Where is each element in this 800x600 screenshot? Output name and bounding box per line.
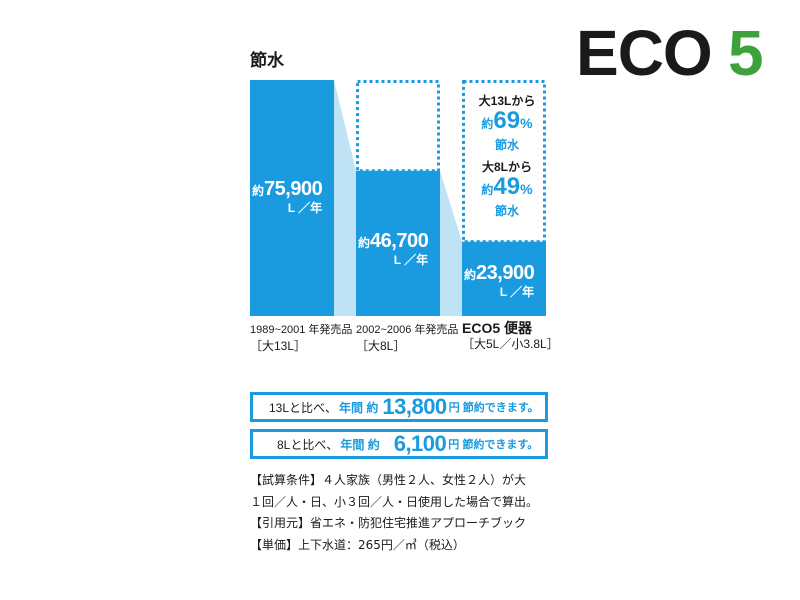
savings-amount: 6,100 xyxy=(393,431,447,456)
savings-prefix: 約 xyxy=(481,183,494,197)
savings-label: 節水 xyxy=(494,138,519,152)
savings-annotation-2: 大8Lから 約49% 節水 xyxy=(468,158,546,219)
value-prefix: 約 xyxy=(464,268,477,282)
value-unit: L ／年 xyxy=(393,253,429,267)
note-line: 【試算条件】４人家族（男性２人、女性２人）が大 xyxy=(250,473,527,487)
savings-from: 大8Lから xyxy=(481,160,532,174)
category-label-3: ECO5 便器 ［大5L／小3.8L］ xyxy=(462,320,559,352)
savings-percent: 49 xyxy=(493,173,521,200)
value-prefix: 約 xyxy=(358,236,371,250)
savings-percent-row: 約49% xyxy=(468,175,546,202)
category-period: 1989~2001 年発売品 xyxy=(250,324,353,336)
value-prefix: 約 xyxy=(252,184,265,198)
calculation-notes: 【試算条件】４人家族（男性２人、女性２人）が大 １回／人・日、小３回／人・日使用… xyxy=(250,470,560,556)
note-line: 【単価】上下水道：265円／㎥（税込） xyxy=(250,537,465,552)
savings-label: 節水 xyxy=(494,204,519,218)
savings-mid: 年間 約 xyxy=(340,437,380,452)
value-number: 46,700 xyxy=(370,230,429,252)
logo-number: 5 xyxy=(728,17,764,89)
percent-symbol: % xyxy=(520,115,533,131)
category-spec: ［大5L／小3.8L］ xyxy=(462,337,559,351)
value-number: 23,900 xyxy=(476,262,535,284)
category-period: ECO5 便器 xyxy=(462,320,533,336)
savings-prefix: 約 xyxy=(481,117,494,131)
bar-value-label-3: 約23,900 L ／年 xyxy=(464,262,535,300)
category-label-2: 2002~2006 年発売品 ［大8L］ xyxy=(356,322,458,354)
chart-title: 節水 xyxy=(250,51,284,71)
logo-text: ECO xyxy=(576,17,713,89)
yearly-savings-box-2: 8Lと比べ、 年間 約 6,100 円 節約できます。 xyxy=(250,429,548,459)
value-unit: L ／年 xyxy=(499,285,535,299)
savings-lead: 13Lと比べ、 xyxy=(269,400,338,415)
eco5-logo: ECO 5 xyxy=(576,18,776,88)
savings-tail: 円 節約できます。 xyxy=(448,439,539,451)
savings-amount: 13,800 xyxy=(382,394,447,419)
percent-symbol: % xyxy=(520,181,533,197)
previous-usage-outline xyxy=(356,80,440,173)
savings-tail: 円 節約できます。 xyxy=(448,402,539,414)
bar-connector xyxy=(440,170,462,316)
savings-from: 大13Lから xyxy=(478,94,536,108)
savings-annotation-1: 大13Lから 約69% 節水 xyxy=(468,92,546,153)
savings-percent-row: 約69% xyxy=(468,109,546,136)
category-period: 2002~2006 年発売品 xyxy=(356,324,459,336)
category-label-1: 1989~2001 年発売品 ［大13L］ xyxy=(250,322,352,354)
value-number: 75,900 xyxy=(264,178,323,200)
bar-connector xyxy=(334,80,356,316)
note-line: １回／人・日、小３回／人・日使用した場合で算出。 xyxy=(250,494,539,509)
savings-lead: 8Lと比べ、 xyxy=(277,437,339,452)
bar-value-label-1: 約75,900 L ／年 xyxy=(252,178,323,216)
value-unit: L ／年 xyxy=(287,201,323,215)
yearly-savings-box-1: 13Lと比べ、 年間 約 13,800 円 節約できます。 xyxy=(250,392,548,422)
savings-percent: 69 xyxy=(493,107,521,134)
savings-mid: 年間 約 xyxy=(339,400,379,415)
bar-value-label-2: 約46,700 L ／年 xyxy=(358,230,429,268)
category-spec: ［大13L］ xyxy=(250,339,307,353)
note-line: 【引用元】省エネ・防犯住宅推進アプローチブック xyxy=(250,516,527,530)
category-spec: ［大8L］ xyxy=(356,339,406,353)
